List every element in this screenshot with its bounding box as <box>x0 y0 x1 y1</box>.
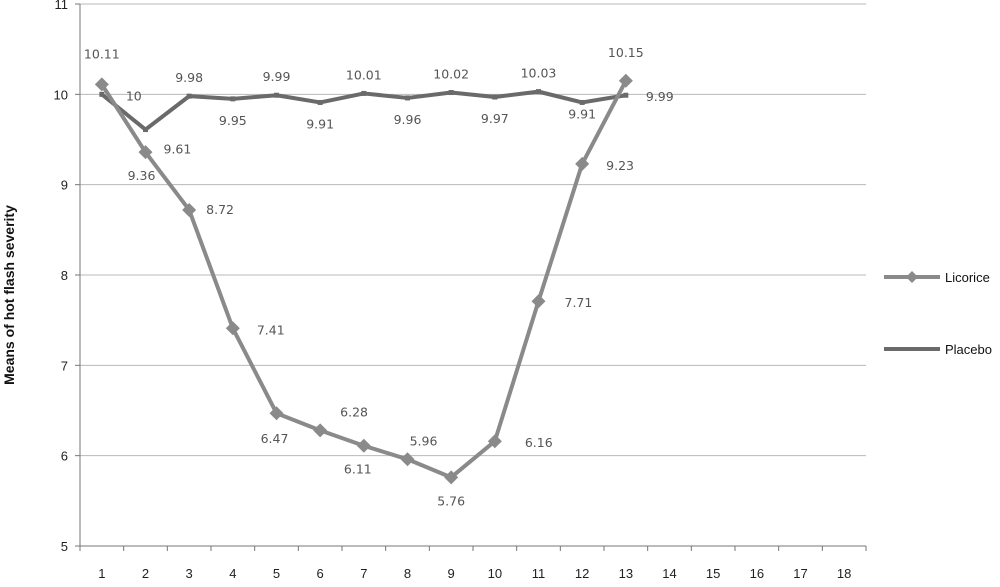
data-label-licorice: 7.41 <box>257 322 285 337</box>
data-label-licorice: 6.16 <box>525 435 553 450</box>
data-point-placebo <box>405 95 410 101</box>
data-point-licorice <box>356 438 371 453</box>
x-tick-label: 10 <box>488 566 502 581</box>
data-label-placebo: 10 <box>126 88 142 103</box>
data-point-placebo <box>448 90 454 96</box>
y-tick-label: 10 <box>54 87 68 102</box>
data-label-placebo: 9.95 <box>219 113 247 128</box>
data-point-placebo <box>536 89 541 95</box>
x-tick-label: 9 <box>448 566 455 581</box>
x-tick-label: 13 <box>619 566 633 581</box>
data-point-licorice <box>575 156 590 171</box>
data-label-layer: 10.11 9.36 8.72 7.41 6.47 6.28 6.11 5.96 5.76 6.1… <box>84 45 674 509</box>
data-point-placebo <box>317 99 323 105</box>
series-layer <box>94 73 633 485</box>
data-point-placebo <box>274 92 279 98</box>
x-tick-label: 12 <box>575 566 589 581</box>
data-point-licorice <box>444 470 459 485</box>
data-point-placebo <box>143 127 148 133</box>
series-line-placebo <box>99 89 628 132</box>
data-label-licorice: 5.76 <box>437 493 465 508</box>
data-label-placebo: 9.91 <box>568 106 596 121</box>
y-tick-label: 8 <box>61 268 68 283</box>
y-tick-label: 7 <box>61 358 68 373</box>
data-point-placebo <box>361 90 367 96</box>
legend-label-placebo: Placebo <box>945 342 992 357</box>
x-tick-label: 14 <box>662 566 676 581</box>
data-point-licorice <box>618 73 633 88</box>
data-label-licorice: 9.36 <box>128 168 156 183</box>
x-tick-label: 15 <box>706 566 720 581</box>
data-point-licorice <box>531 294 546 309</box>
y-axis-title: Means of hot flash severity <box>1 205 17 385</box>
data-label-placebo: 9.97 <box>481 111 509 126</box>
x-tick-label: 11 <box>532 566 546 581</box>
data-label-licorice: 6.47 <box>261 431 289 446</box>
x-tick-label: 2 <box>142 566 149 581</box>
data-label-placebo: 9.99 <box>646 89 674 104</box>
data-point-licorice <box>313 423 328 438</box>
data-point-licorice <box>182 202 197 217</box>
x-tick-label: 1 <box>98 566 105 581</box>
data-label-placebo: 9.91 <box>306 116 334 131</box>
legend-label-licorice: Licorice <box>945 270 990 285</box>
data-label-placebo: 9.99 <box>263 69 291 84</box>
y-tick-label: 5 <box>61 539 68 554</box>
x-tick-label: 3 <box>186 566 193 581</box>
data-label-placebo: 9.61 <box>164 142 192 157</box>
legend-marker-licorice <box>906 271 918 283</box>
data-label-licorice: 6.11 <box>344 462 372 477</box>
data-point-licorice <box>138 145 153 160</box>
y-tick-label: 6 <box>61 449 68 464</box>
x-tick-label: 6 <box>317 566 324 581</box>
data-point-placebo <box>623 92 629 98</box>
data-point-placebo <box>492 94 498 100</box>
data-label-licorice: 7.71 <box>565 295 593 310</box>
data-point-licorice <box>400 452 415 467</box>
x-tick-label: 16 <box>750 566 764 581</box>
data-point-placebo <box>579 99 585 105</box>
x-tick-label: 18 <box>837 566 851 581</box>
data-label-placebo: 9.98 <box>175 70 203 85</box>
x-tick-label: 7 <box>360 566 367 581</box>
data-point-placebo <box>186 93 192 99</box>
x-tick-label: 4 <box>229 566 236 581</box>
x-tick-label: 5 <box>273 566 280 581</box>
x-tick-label: 17 <box>793 566 807 581</box>
data-label-placebo: 10.03 <box>521 66 557 81</box>
data-point-placebo <box>230 96 236 102</box>
data-point-placebo <box>99 91 105 97</box>
data-label-licorice: 6.28 <box>340 404 368 419</box>
data-label-licorice: 10.15 <box>608 45 644 60</box>
data-point-licorice <box>225 321 240 336</box>
data-label-placebo: 9.96 <box>394 112 422 127</box>
legend: Licorice Placebo <box>884 270 992 357</box>
data-point-licorice <box>269 406 284 421</box>
data-label-licorice: 9.23 <box>606 158 634 173</box>
data-label-placebo: 10.02 <box>433 67 469 82</box>
x-tick-label: 8 <box>404 566 411 581</box>
data-point-licorice <box>94 77 109 92</box>
data-label-licorice: 8.72 <box>206 202 234 217</box>
data-label-placebo: 10.01 <box>346 67 382 82</box>
y-tick-label: 11 <box>55 0 69 12</box>
y-tick-label: 9 <box>61 178 68 193</box>
data-label-licorice: 5.96 <box>410 433 438 448</box>
data-label-licorice: 10.11 <box>84 46 120 61</box>
data-point-licorice <box>487 434 502 449</box>
